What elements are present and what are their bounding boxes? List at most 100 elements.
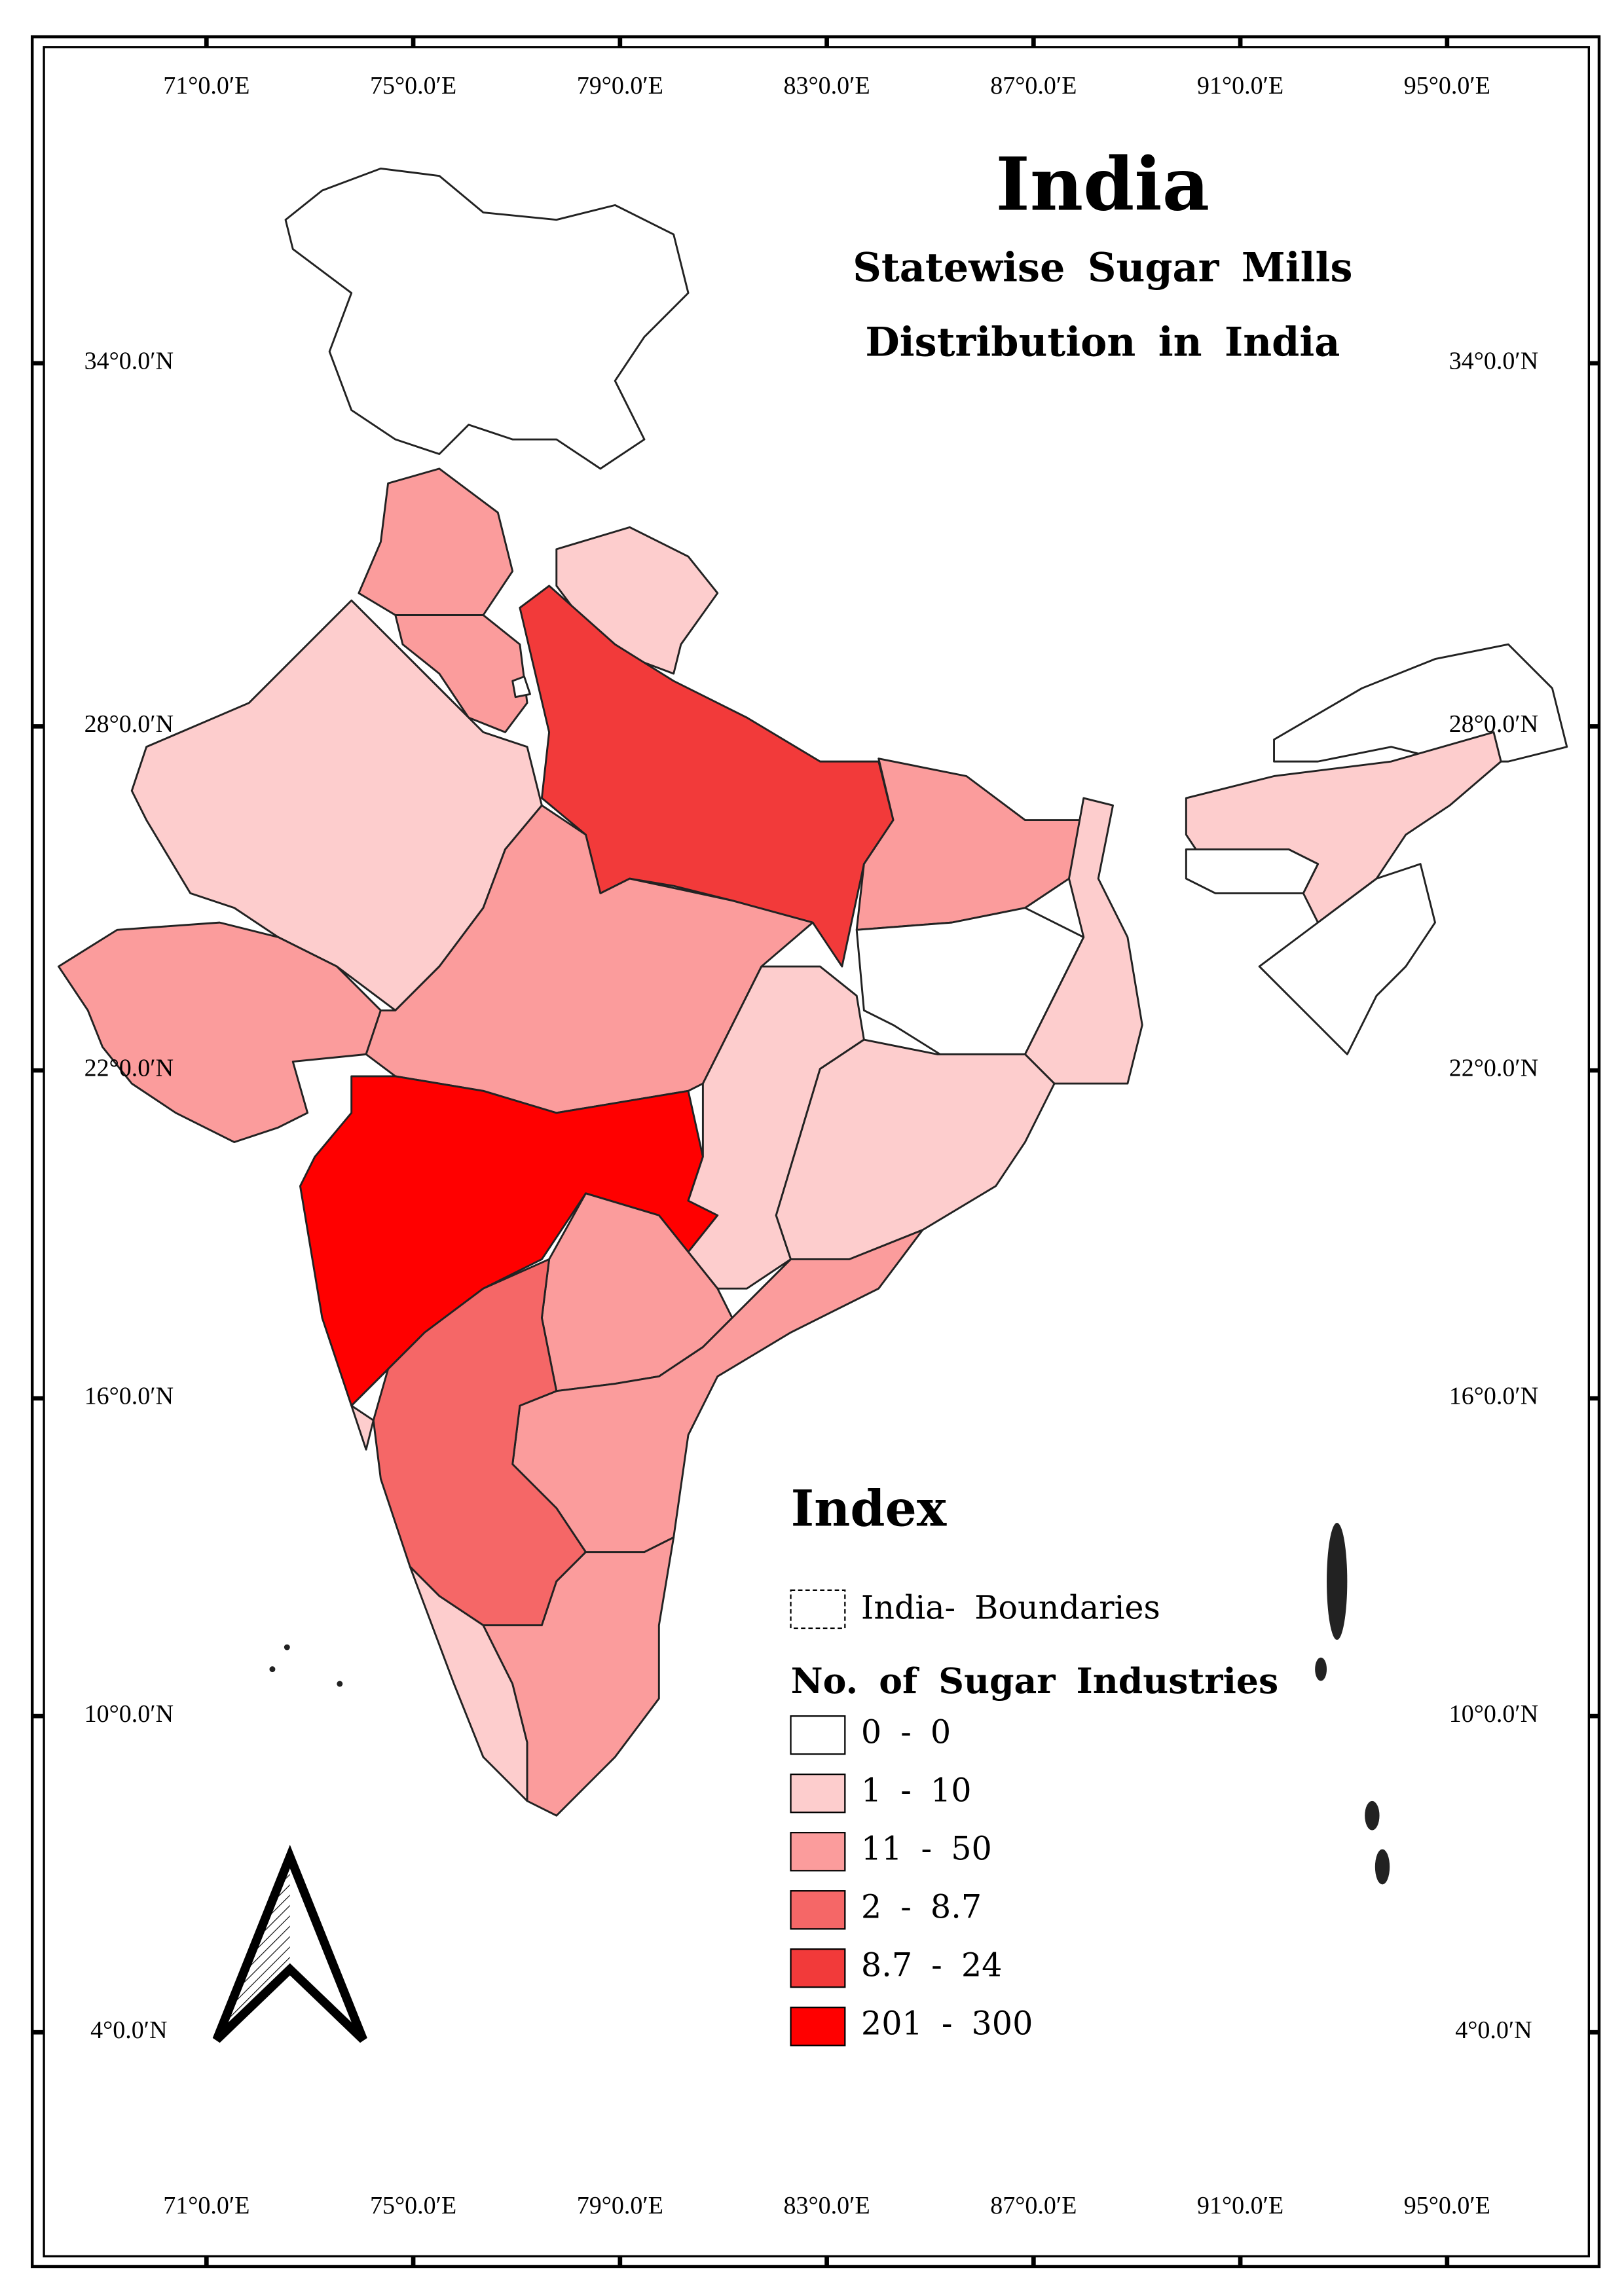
frame-tick xyxy=(1445,2256,1450,2267)
longitude-label: 71°0.0′E xyxy=(163,72,249,100)
frame-tick xyxy=(32,361,45,366)
frame-ticks xyxy=(32,37,1599,2267)
longitude-label: 71°0.0′E xyxy=(163,2192,249,2219)
island xyxy=(337,1681,343,1687)
frame-tick xyxy=(618,37,623,47)
frame-tick xyxy=(1589,1068,1599,1073)
legend-title: Index xyxy=(791,1479,947,1537)
longitude-label: 95°0.0′E xyxy=(1404,2192,1490,2219)
frame-tick xyxy=(32,1396,45,1401)
legend-label: 11 - 50 xyxy=(861,1830,992,1868)
frame-tick xyxy=(1238,2256,1243,2267)
graticule-labels: 71°0.0′E 71°0.0′E 75°0.0′E 75°0.0′E 79°0.0′E… xyxy=(84,72,1539,2219)
inner-frame xyxy=(43,46,1591,2258)
legend-swatch xyxy=(790,1715,846,1755)
legend-classes: 0 - 0 1 - 10 11 - 50 2 - 8.7 8.7 - 24 201 - 3… xyxy=(790,1713,1033,2047)
legend-label: 0 - 0 xyxy=(861,1713,951,1751)
latitude-label: 28°0.0′N xyxy=(1449,710,1538,738)
island xyxy=(284,1644,290,1650)
legend-label: 201 - 300 xyxy=(861,2005,1033,2043)
latitude-label: 22°0.0′N xyxy=(84,1055,174,1082)
latitude-label: 28°0.0′N xyxy=(84,710,174,738)
states xyxy=(57,167,1568,1817)
island xyxy=(1375,1849,1390,1885)
legend-label: 8.7 - 24 xyxy=(861,1946,1003,1984)
frame-tick xyxy=(1589,1713,1599,1719)
longitude-label: 79°0.0′E xyxy=(577,2192,663,2219)
latitude-label: 4°0.0′N xyxy=(1455,2016,1532,2044)
longitude-label: 75°0.0′E xyxy=(370,2192,456,2219)
state xyxy=(555,526,719,675)
frame-tick xyxy=(824,2256,829,2267)
longitude-label: 83°0.0′E xyxy=(783,2192,870,2219)
legend-classes-title: No. of Sugar Industries xyxy=(791,1660,1279,1702)
frame-tick xyxy=(32,1713,45,1719)
frame-tick xyxy=(32,724,45,729)
frame-tick xyxy=(1031,37,1036,47)
state xyxy=(482,1536,675,1817)
state xyxy=(1258,863,1436,1055)
latitude-label: 10°0.0′N xyxy=(84,1700,174,1728)
state xyxy=(511,675,531,699)
frame-tick xyxy=(1238,37,1243,47)
legend-swatch xyxy=(790,1890,846,1930)
state xyxy=(1024,797,1143,1085)
frame-tick xyxy=(1589,2030,1599,2035)
boundary-swatch xyxy=(790,1589,846,1630)
islands xyxy=(269,1522,1390,1885)
legend-swatch xyxy=(790,1774,846,1813)
legend-swatch xyxy=(790,2007,846,2047)
legend-label: 1 - 10 xyxy=(861,1772,972,1810)
map-subtitle: Distribution in India xyxy=(865,319,1340,366)
frame-tick xyxy=(1589,724,1599,729)
longitude-label: 75°0.0′E xyxy=(370,72,456,100)
map-subtitle: Statewise Sugar Mills xyxy=(853,244,1352,291)
longitude-label: 91°0.0′E xyxy=(1197,72,1283,100)
frame-tick xyxy=(618,2256,623,2267)
frame-tick xyxy=(32,1068,45,1073)
longitude-label: 83°0.0′E xyxy=(783,72,870,100)
longitude-label: 91°0.0′E xyxy=(1197,2192,1283,2219)
boundary-label: India- Boundaries xyxy=(861,1589,1160,1627)
latitude-label: 16°0.0′N xyxy=(84,1383,174,1410)
state xyxy=(284,167,690,470)
longitude-label: 95°0.0′E xyxy=(1404,72,1490,100)
north-arrow xyxy=(212,1844,367,2043)
latitude-label: 34°0.0′N xyxy=(84,348,174,375)
latitude-label: 4°0.0′N xyxy=(90,2016,167,2044)
arrow-outline xyxy=(212,1844,367,2043)
longitude-label: 79°0.0′E xyxy=(577,72,663,100)
frame-tick xyxy=(824,37,829,47)
frame-tick xyxy=(204,37,209,47)
island xyxy=(1315,1657,1327,1681)
frame-tick xyxy=(1589,1396,1599,1401)
latitude-label: 16°0.0′N xyxy=(1449,1383,1538,1410)
frame-tick xyxy=(1031,2256,1036,2267)
frame-tick xyxy=(204,2256,209,2267)
state xyxy=(372,1258,587,1626)
frame-tick xyxy=(1445,37,1450,47)
frame-tick xyxy=(1589,361,1599,366)
legend-label: 2 - 8.7 xyxy=(861,1888,982,1926)
frame-tick xyxy=(32,2030,45,2035)
island xyxy=(1365,1800,1380,1831)
outer-frame xyxy=(30,35,1601,2269)
state xyxy=(394,614,528,733)
legend-swatch xyxy=(790,1948,846,1988)
latitude-label: 10°0.0′N xyxy=(1449,1700,1538,1728)
legend-swatch xyxy=(790,1832,846,1872)
island xyxy=(1327,1522,1348,1640)
state xyxy=(350,1404,375,1451)
map-title: India xyxy=(996,141,1210,227)
state xyxy=(57,921,382,1144)
frame-tick xyxy=(411,2256,416,2267)
longitude-label: 87°0.0′E xyxy=(990,2192,1077,2219)
state xyxy=(1185,848,1320,894)
latitude-label: 22°0.0′N xyxy=(1449,1055,1538,1082)
frame-tick xyxy=(411,37,416,47)
island xyxy=(269,1666,276,1673)
latitude-label: 34°0.0′N xyxy=(1449,348,1538,375)
longitude-label: 87°0.0′E xyxy=(990,72,1077,100)
